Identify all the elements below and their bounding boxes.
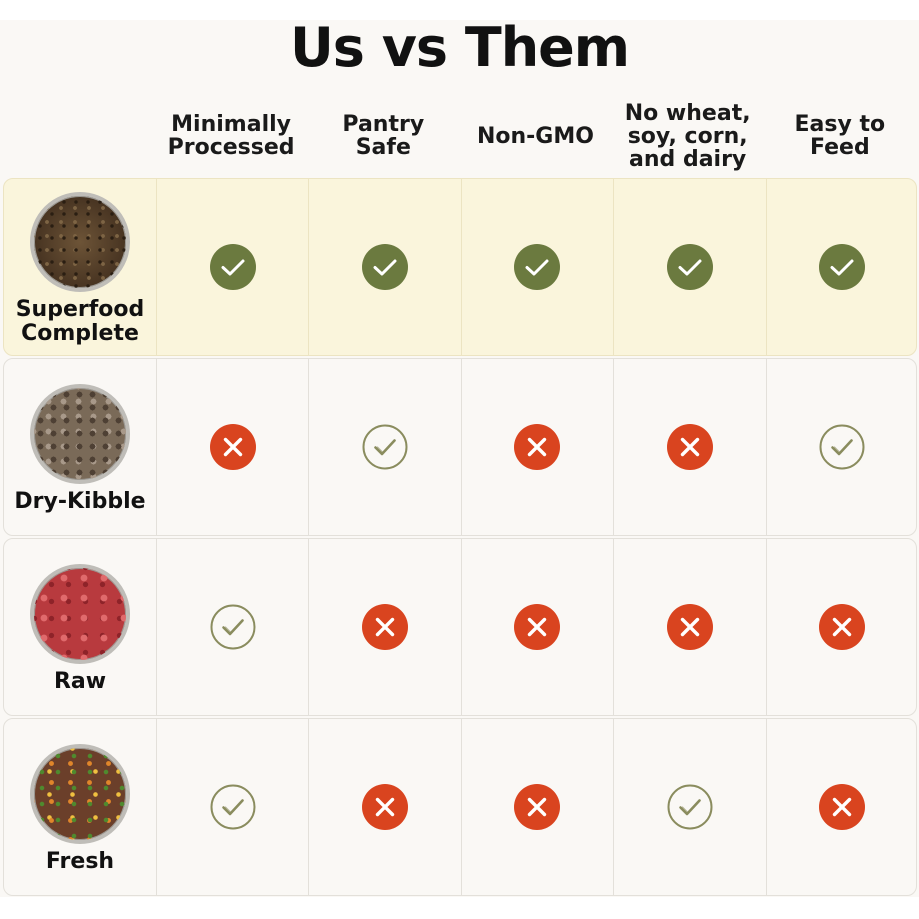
mark-cell bbox=[156, 539, 308, 715]
mark-cell bbox=[460, 359, 613, 535]
kibble-bowl-image bbox=[30, 384, 130, 484]
cross-icon bbox=[514, 784, 561, 830]
row-label-cell: Raw bbox=[4, 539, 156, 715]
filled-check-icon bbox=[666, 244, 713, 290]
mark-cell bbox=[765, 539, 916, 715]
outline-check-icon bbox=[819, 424, 865, 470]
cross-icon bbox=[819, 604, 866, 650]
filled-check-icon bbox=[514, 244, 561, 290]
mark-cell bbox=[308, 719, 460, 895]
table-row-superfood: Superfood Complete bbox=[3, 178, 917, 356]
column-header-easy-to-feed: Easy to Feed bbox=[794, 112, 886, 160]
mark-cell bbox=[156, 359, 308, 535]
mark-cell bbox=[765, 179, 916, 355]
mark-cell bbox=[613, 539, 765, 715]
table-row-dry-kibble: Dry-Kibble bbox=[3, 358, 917, 536]
column-header-pantry-safe: Pantry Safe bbox=[342, 112, 425, 160]
filled-check-icon bbox=[362, 244, 409, 290]
row-label-cell: Superfood Complete bbox=[4, 179, 156, 355]
cross-icon bbox=[209, 424, 256, 470]
column-header-non-gmo: Non-GMO bbox=[476, 123, 594, 149]
row-label-cell: Dry-Kibble bbox=[4, 359, 156, 535]
mark-cell bbox=[613, 719, 765, 895]
mark-cell bbox=[308, 179, 460, 355]
outline-check-icon bbox=[362, 424, 408, 470]
column-header-minimally-processed: Minimally Processed bbox=[167, 112, 295, 160]
column-header-no-wheat-soy-corn-dairy: No wheat, soy, corn, and dairy bbox=[624, 100, 751, 172]
mark-cell bbox=[156, 179, 308, 355]
mark-cell bbox=[613, 359, 765, 535]
fresh-bowl-image bbox=[30, 744, 130, 844]
filled-check-icon bbox=[819, 244, 866, 290]
table-row-fresh: Fresh bbox=[3, 718, 917, 896]
mark-cell bbox=[765, 719, 916, 895]
comparison-table: Superfood Complete Dry-Kibble Raw bbox=[3, 178, 917, 898]
row-label: Fresh bbox=[45, 849, 115, 874]
row-label: Superfood Complete bbox=[15, 297, 145, 346]
mark-cell bbox=[613, 179, 765, 355]
mark-cell bbox=[765, 359, 916, 535]
column-headers: Minimally Processed Pantry Safe Non-GMO … bbox=[155, 96, 916, 176]
table-row-raw: Raw bbox=[3, 538, 917, 716]
cross-icon bbox=[362, 784, 409, 830]
outline-check-icon bbox=[667, 784, 713, 830]
row-label-cell: Fresh bbox=[4, 719, 156, 895]
cross-icon bbox=[666, 604, 713, 650]
row-label: Dry-Kibble bbox=[14, 489, 146, 514]
filled-check-icon bbox=[209, 244, 256, 290]
cross-icon bbox=[666, 424, 713, 470]
mark-cell bbox=[308, 539, 460, 715]
cross-icon bbox=[514, 424, 561, 470]
page-title: Us vs Them bbox=[289, 16, 630, 79]
raw-bowl-image bbox=[30, 564, 130, 664]
mark-cell bbox=[460, 719, 613, 895]
row-label: Raw bbox=[53, 669, 107, 694]
cross-icon bbox=[362, 604, 409, 650]
outline-check-icon bbox=[210, 604, 256, 650]
mark-cell bbox=[460, 179, 613, 355]
superfood-bowl-image bbox=[30, 192, 130, 292]
cross-icon bbox=[819, 784, 866, 830]
cross-icon bbox=[514, 604, 561, 650]
mark-cell bbox=[308, 359, 460, 535]
mark-cell bbox=[156, 719, 308, 895]
mark-cell bbox=[460, 539, 613, 715]
outline-check-icon bbox=[210, 784, 256, 830]
